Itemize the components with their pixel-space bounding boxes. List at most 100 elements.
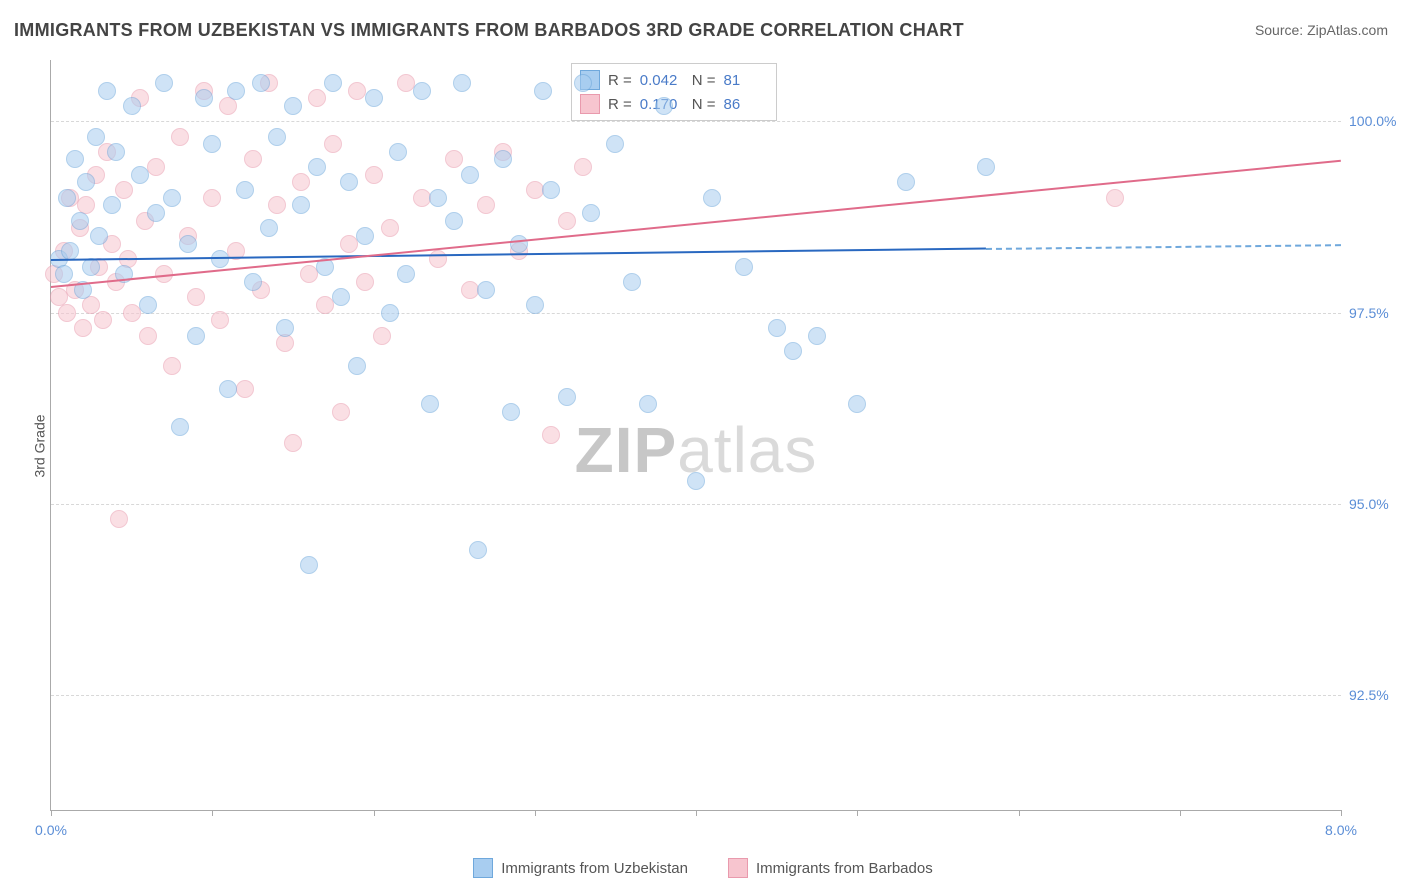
y-axis-label: 3rd Grade [32,414,48,477]
data-point [292,196,310,214]
data-point [155,74,173,92]
data-point [284,434,302,452]
data-point [131,166,149,184]
data-point [356,273,374,291]
gridline [51,121,1341,122]
data-point [90,227,108,245]
data-point [703,189,721,207]
data-point [735,258,753,276]
data-point [389,143,407,161]
data-point [55,265,73,283]
data-point [381,304,399,322]
swatch-blue-icon [473,858,493,878]
data-point [87,128,105,146]
ytick-label: 97.5% [1349,305,1399,321]
data-point [219,97,237,115]
xtick [1180,810,1181,816]
data-point [469,541,487,559]
data-point [292,173,310,191]
data-point [61,242,79,260]
data-point [510,235,528,253]
data-point [526,296,544,314]
legend-row-pink: R =0.170 N =86 [580,92,768,116]
data-point [268,128,286,146]
data-point [324,74,342,92]
data-point [58,189,76,207]
chart-title: IMMIGRANTS FROM UZBEKISTAN VS IMMIGRANTS… [14,20,964,41]
series-legend: Immigrants from Uzbekistan Immigrants fr… [0,858,1406,878]
gridline [51,504,1341,505]
data-point [977,158,995,176]
data-point [687,472,705,490]
data-point [139,296,157,314]
data-point [897,173,915,191]
data-point [163,357,181,375]
data-point [332,403,350,421]
data-point [413,82,431,100]
data-point [123,97,141,115]
xtick [535,810,536,816]
data-point [308,89,326,107]
data-point [445,212,463,230]
data-point [179,235,197,253]
data-point [655,97,673,115]
data-point [332,288,350,306]
xtick [696,810,697,816]
data-point [574,158,592,176]
data-point [494,150,512,168]
data-point [848,395,866,413]
data-point [171,418,189,436]
legend-row-blue: R =0.042 N =81 [580,68,768,92]
data-point [365,166,383,184]
data-point [227,82,245,100]
data-point [365,89,383,107]
data-point [244,150,262,168]
data-point [195,89,213,107]
legend-item-barbados: Immigrants from Barbados [728,858,933,878]
data-point [768,319,786,337]
data-point [139,327,157,345]
data-point [244,273,262,291]
data-point [71,212,89,230]
data-point [356,227,374,245]
data-point [236,380,254,398]
data-point [187,327,205,345]
data-point [381,219,399,237]
data-point [808,327,826,345]
data-point [784,342,802,360]
data-point [461,166,479,184]
data-point [574,74,592,92]
data-point [268,196,286,214]
data-point [558,388,576,406]
data-point [453,74,471,92]
data-point [98,82,116,100]
xtick [1019,810,1020,816]
data-point [542,181,560,199]
data-point [103,196,121,214]
data-point [163,189,181,207]
data-point [203,135,221,153]
ytick-label: 95.0% [1349,496,1399,512]
swatch-pink-icon [728,858,748,878]
data-point [203,189,221,207]
data-point [340,173,358,191]
data-point [623,273,641,291]
data-point [421,395,439,413]
data-point [582,204,600,222]
swatch-pink-icon [580,94,600,114]
data-point [74,319,92,337]
trendline-blue [986,244,1341,250]
scatter-plot: ZIPatlas R =0.042 N =81 R =0.170 N =86 9… [50,60,1341,811]
data-point [534,82,552,100]
data-point [219,380,237,398]
correlation-legend: R =0.042 N =81 R =0.170 N =86 [571,63,777,121]
xtick-label: 0.0% [35,822,67,838]
data-point [606,135,624,153]
legend-item-uzbekistan: Immigrants from Uzbekistan [473,858,688,878]
data-point [171,128,189,146]
gridline [51,695,1341,696]
xtick [374,810,375,816]
ytick-label: 92.5% [1349,687,1399,703]
data-point [211,311,229,329]
data-point [187,288,205,306]
